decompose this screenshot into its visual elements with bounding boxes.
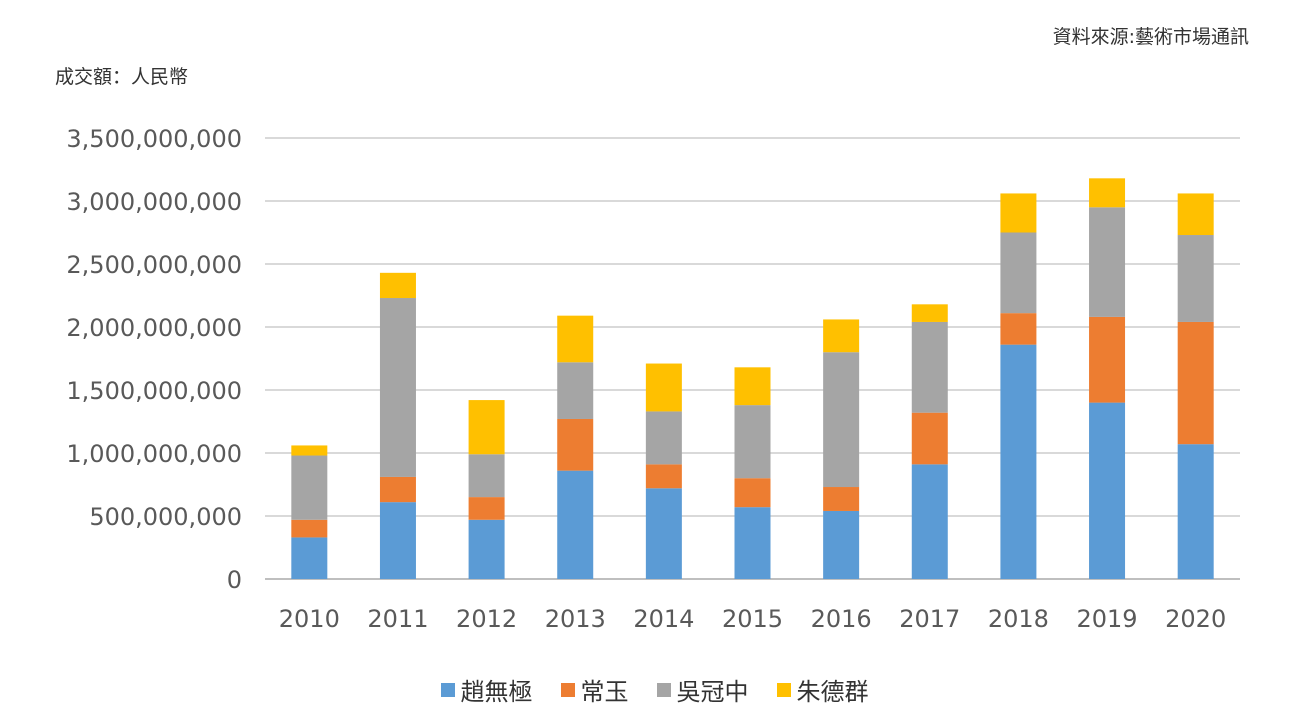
bar-segment xyxy=(645,464,682,489)
bar-segment xyxy=(557,362,594,419)
bar-segment xyxy=(379,298,416,477)
bar-segment xyxy=(1177,235,1214,322)
y-tick-label: 0 xyxy=(227,566,242,594)
bar-segment xyxy=(734,405,771,479)
legend-swatch xyxy=(656,682,671,697)
x-tick-label: 2016 xyxy=(811,605,872,633)
y-tick-label: 1,000,000,000 xyxy=(66,440,242,468)
bar-segment xyxy=(1000,193,1037,233)
bar-segment xyxy=(1000,344,1037,579)
bar-segment xyxy=(1089,402,1126,579)
x-tick-label: 2012 xyxy=(456,605,517,633)
bar-segment xyxy=(823,510,860,579)
y-tick-label: 500,000,000 xyxy=(89,503,242,531)
bar-segment xyxy=(291,455,328,520)
legend-item: 朱德群 xyxy=(776,672,869,707)
bar-segment xyxy=(379,272,416,299)
x-tick-label: 2015 xyxy=(722,605,783,633)
legend-item: 常玉 xyxy=(560,672,629,707)
y-tick-label: 1,500,000,000 xyxy=(66,377,242,405)
bar-segment xyxy=(823,319,860,353)
bar-segment xyxy=(1177,444,1214,579)
legend-swatch xyxy=(560,682,575,697)
x-tick-label: 2013 xyxy=(545,605,606,633)
bar-segment xyxy=(379,502,416,579)
unit-label: 成交額：人民幣 xyxy=(55,66,189,88)
y-axis-ticks: 0 500,000,000 1,000,000,000 1,500,000,000 2,… xyxy=(66,125,242,594)
bar-segment xyxy=(645,363,682,412)
y-tick-label: 3,500,000,000 xyxy=(66,125,242,153)
bar-segment xyxy=(1089,316,1126,403)
bar-segment xyxy=(823,487,860,511)
bar-segment xyxy=(291,537,328,579)
bar-segment xyxy=(911,464,948,579)
bar-segment xyxy=(468,454,505,498)
bar-segment xyxy=(1089,178,1126,208)
bar-segment xyxy=(734,478,771,508)
bar-segment xyxy=(823,352,860,488)
bar-segment xyxy=(911,321,948,413)
bar-segment xyxy=(379,476,416,503)
x-tick-label: 2020 xyxy=(1165,605,1226,633)
bar-segment xyxy=(1177,193,1214,236)
bars xyxy=(291,178,1214,579)
bar-segment xyxy=(291,519,328,538)
y-tick-label: 2,500,000,000 xyxy=(66,251,242,279)
source-note: 資料來源:藝術市場通訊 xyxy=(1052,26,1249,48)
bar-segment xyxy=(734,507,771,579)
bar-segment xyxy=(557,418,594,471)
bar-segment xyxy=(1177,321,1214,445)
x-axis-ticks: 2010 2011 2012 2013 2014 2015 2016 2017 2018 2019… xyxy=(279,605,1226,633)
y-tick-label: 3,000,000,000 xyxy=(66,188,242,216)
x-tick-label: 2010 xyxy=(279,605,340,633)
legend-swatch xyxy=(440,682,455,697)
bar-segment xyxy=(645,488,682,579)
legend-item: 吳冠中 xyxy=(656,672,749,707)
bar-segment xyxy=(291,445,328,456)
legend-label: 吳冠中 xyxy=(676,678,749,706)
bar-segment xyxy=(468,519,505,579)
bar-segment xyxy=(557,470,594,579)
bar-segment xyxy=(911,304,948,322)
bar-segment xyxy=(468,497,505,520)
bar-segment xyxy=(1000,232,1037,314)
legend-label: 常玉 xyxy=(580,678,629,706)
bar-segment xyxy=(557,315,594,363)
legend-item: 趙無極 xyxy=(440,672,533,707)
legend-label: 趙無極 xyxy=(460,678,533,706)
bar-segment xyxy=(1089,207,1126,317)
bar-segment xyxy=(645,411,682,465)
legend-swatch xyxy=(776,682,791,697)
x-tick-label: 2017 xyxy=(899,605,960,633)
x-tick-label: 2011 xyxy=(367,605,428,633)
x-tick-label: 2019 xyxy=(1077,605,1138,633)
bar-segment xyxy=(911,412,948,465)
y-tick-label: 2,000,000,000 xyxy=(66,314,242,342)
gridlines xyxy=(265,137,1240,580)
legend: 趙無極 常玉 吳冠中 朱德群 xyxy=(0,672,1309,707)
bar-segment xyxy=(1000,313,1037,345)
x-tick-label: 2014 xyxy=(633,605,694,633)
bar-segment xyxy=(734,367,771,406)
bar-segment xyxy=(468,400,505,455)
legend-label: 朱德群 xyxy=(796,678,869,706)
stacked-bar-chart: 0 500,000,000 1,000,000,000 1,500,000,000 2,… xyxy=(66,125,1240,633)
x-tick-label: 2018 xyxy=(988,605,1049,633)
